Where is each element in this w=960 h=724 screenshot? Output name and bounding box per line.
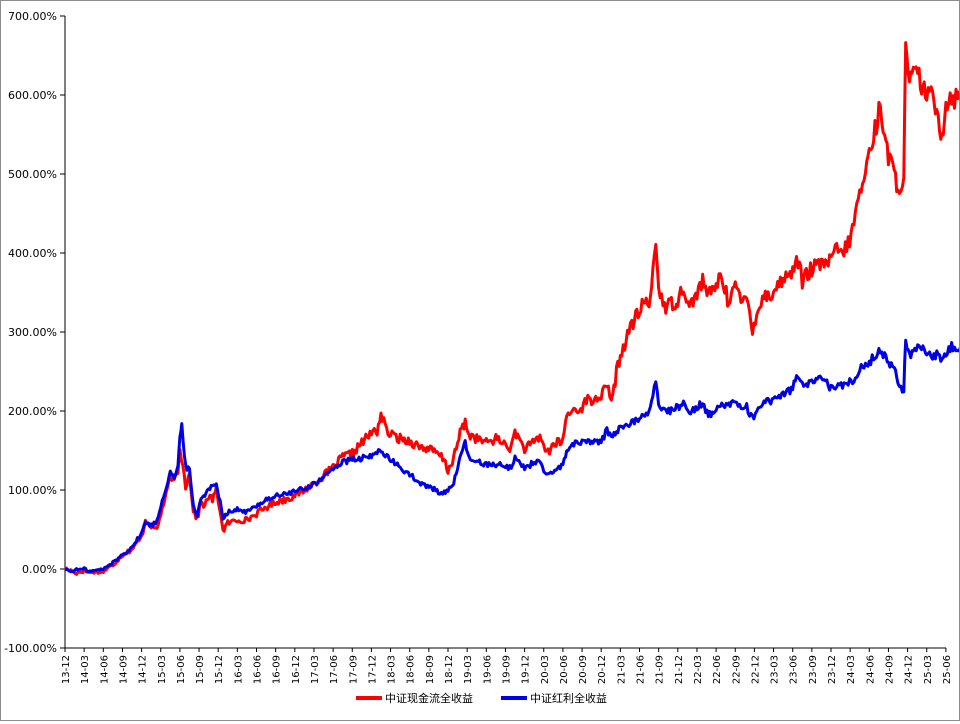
- x-tick-label: 19-06: [482, 655, 493, 684]
- x-tick-label: 24-09: [884, 655, 895, 684]
- x-tick-label: 19-09: [501, 655, 512, 684]
- x-tick-label: 14-06: [99, 655, 110, 684]
- x-tick-label: 24-06: [865, 655, 876, 684]
- x-tick-label: 18-06: [406, 655, 417, 684]
- y-tick-label: 400.00%: [8, 247, 57, 260]
- legend-label-1: 中证现金流全收益: [385, 691, 473, 705]
- x-tick-label: 22-06: [712, 655, 723, 684]
- x-tick-label: 20-06: [559, 655, 570, 684]
- legend-label-2: 中证红利全收益: [530, 691, 607, 705]
- x-tick-label: 20-03: [540, 655, 551, 684]
- x-tick-label: 19-12: [521, 655, 532, 684]
- series-line-2: [64, 338, 960, 574]
- x-axis: 13-12 14-03 14-06 14-09 14-12 15-03 15-06 15-09…: [61, 647, 953, 684]
- series-layer: [63, 41, 960, 576]
- x-tick-label: 20-09: [578, 655, 589, 684]
- y-tick-label: 100.00%: [8, 484, 57, 497]
- x-tick-label: 18-12: [444, 655, 455, 684]
- x-tick-label: 24-03: [846, 655, 857, 684]
- x-tick-label: 18-03: [387, 655, 398, 684]
- x-tick-label: 22-12: [750, 655, 761, 684]
- y-tick-label: 200.00%: [8, 405, 57, 418]
- y-tick-label: 600.00%: [8, 89, 57, 102]
- x-tick-label: 23-09: [808, 655, 819, 684]
- x-tick-label: 21-06: [636, 655, 647, 684]
- x-tick-label: 16-06: [253, 655, 264, 684]
- x-tick-label: 15-09: [195, 655, 206, 684]
- x-tick-label: 17-12: [367, 655, 378, 684]
- x-tick-label: 23-06: [789, 655, 800, 684]
- x-tick-label: 16-12: [291, 655, 302, 684]
- x-tick-label: 21-12: [674, 655, 685, 684]
- legend: 中证现金流全收益 中证红利全收益: [356, 691, 607, 705]
- x-tick-label: 14-12: [138, 655, 149, 684]
- x-tick-label: 20-12: [597, 655, 608, 684]
- x-tick-label: 16-09: [272, 655, 283, 684]
- x-tick-label: 24-12: [904, 655, 915, 684]
- x-tick-label: 15-03: [157, 655, 168, 684]
- x-tick-label: 16-03: [233, 655, 244, 684]
- x-tick-label: 14-09: [118, 655, 129, 684]
- x-tick-label: 21-03: [616, 655, 627, 684]
- x-tick-label: 23-12: [827, 655, 838, 684]
- x-tick-label: 19-03: [463, 655, 474, 684]
- x-tick-label: 15-12: [214, 655, 225, 684]
- x-tick-label: 17-09: [348, 655, 359, 684]
- y-tick-label: 300.00%: [8, 326, 57, 339]
- y-tick-label: -100.00%: [4, 642, 57, 655]
- y-axis: -100.00% 0.00% 100.00% 200.00% 300.00% 400.00…: [4, 10, 66, 655]
- x-tick-label: 13-12: [61, 655, 72, 684]
- series-line-1: [63, 41, 960, 576]
- x-tick-label: 22-09: [731, 655, 742, 684]
- x-tick-label: 17-03: [310, 655, 321, 684]
- x-tick-label: 25-03: [923, 655, 934, 684]
- x-tick-label: 15-06: [176, 655, 187, 684]
- y-tick-label: 0.00%: [22, 563, 57, 576]
- x-tick-label: 22-03: [693, 655, 704, 684]
- x-tick-label: 18-09: [425, 655, 436, 684]
- x-tick-label: 23-03: [770, 655, 781, 684]
- x-tick-label: 17-06: [329, 655, 340, 684]
- y-tick-label: 700.00%: [8, 10, 57, 23]
- x-tick-label: 21-09: [655, 655, 666, 684]
- x-tick-label: 25-06: [942, 655, 953, 684]
- y-tick-label: 500.00%: [8, 168, 57, 181]
- x-tick-label: 14-03: [80, 655, 91, 684]
